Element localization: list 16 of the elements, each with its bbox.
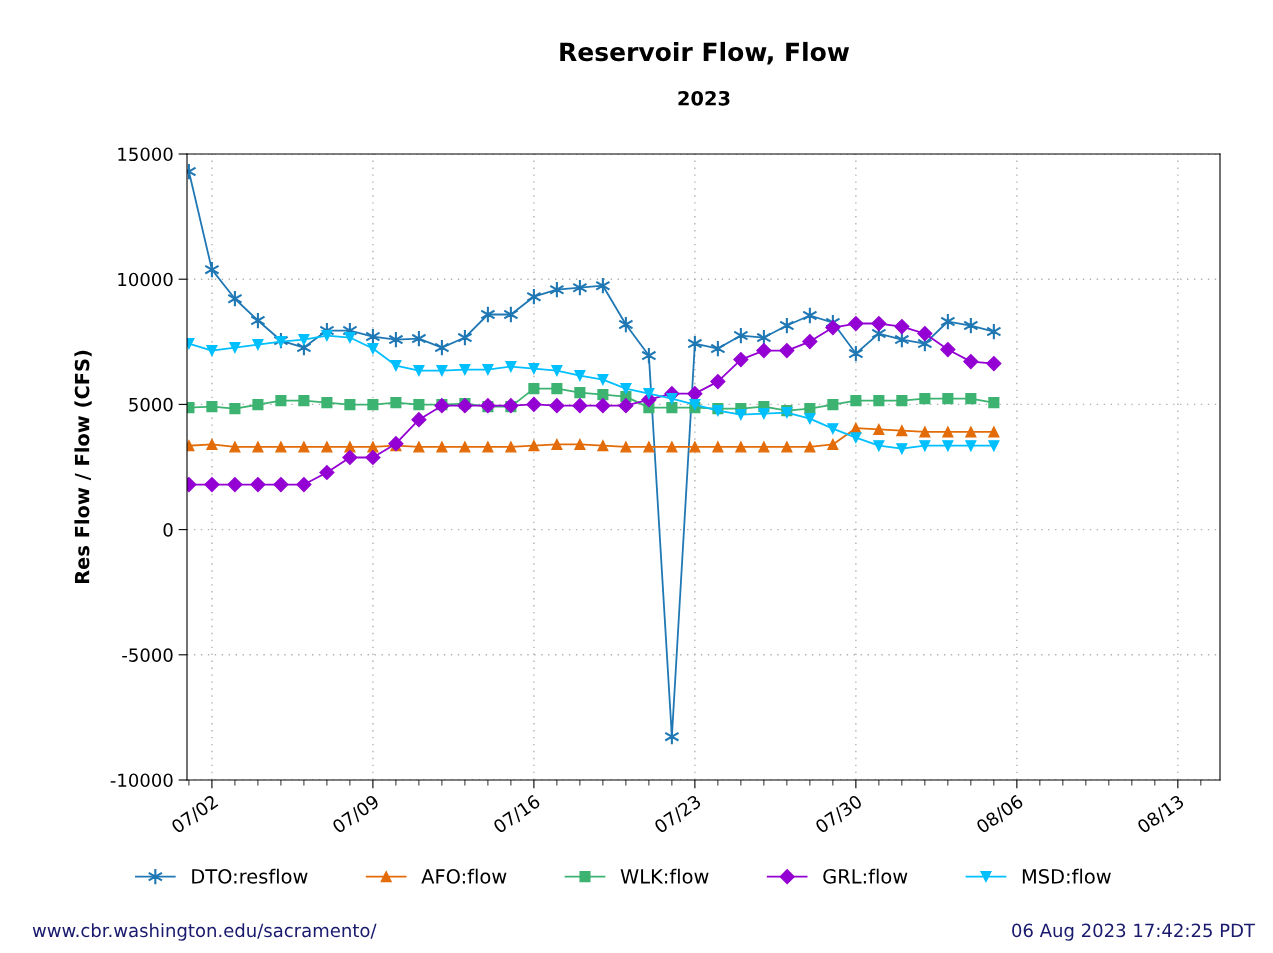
legend-label: GRL:flow [823,868,908,884]
legend-label: AFO:flow [421,868,507,884]
y-tick-label: 15000 [118,147,173,162]
y-axis-title: Res Flow / Flow (CFS) [74,350,92,584]
legend-label: DTO:resflow [192,868,308,884]
legend-label: WLK:flow [620,868,709,884]
text: www.cbr.washington.edu/sacramento/ [32,923,377,941]
y-tick-label: 5000 [129,397,173,412]
chart-subtitle: 2023 [678,90,730,106]
y-tick-label: -10000 [110,773,173,788]
y-tick-label: 0 [163,523,173,537]
legend-label: MSD:flow [1022,868,1111,884]
y-tick-label: 10000 [118,272,173,287]
text: 06 Aug 2023 17:42:25 PDT [1012,923,1256,941]
y-tick-label: -5000 [122,648,173,662]
chart-title: Reservoir Flow, Flow [560,41,850,65]
